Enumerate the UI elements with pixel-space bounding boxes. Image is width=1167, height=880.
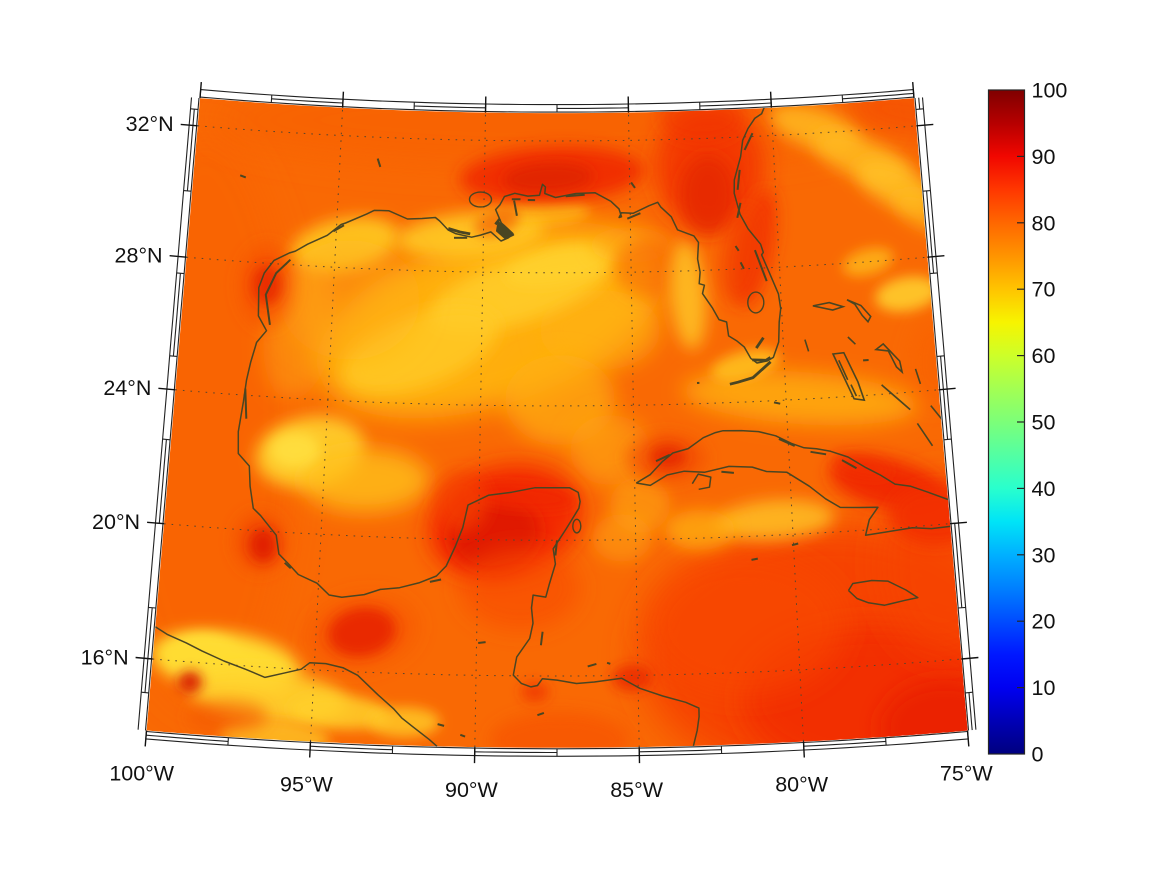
svg-text:20: 20 (1032, 610, 1056, 634)
svg-text:70: 70 (1032, 278, 1056, 302)
svg-text:90°W: 90°W (445, 778, 499, 802)
svg-text:0: 0 (1032, 743, 1044, 767)
svg-text:75°W: 75°W (940, 761, 994, 785)
svg-text:85°W: 85°W (610, 778, 664, 802)
svg-text:60: 60 (1032, 344, 1056, 368)
svg-text:40: 40 (1032, 477, 1056, 501)
svg-text:100°W: 100°W (109, 761, 174, 785)
svg-text:100: 100 (1032, 79, 1068, 103)
svg-text:32°N: 32°N (126, 112, 174, 136)
svg-text:80: 80 (1032, 211, 1056, 235)
svg-text:30: 30 (1032, 543, 1056, 567)
svg-text:16°N: 16°N (81, 645, 129, 669)
svg-text:80°W: 80°W (775, 773, 829, 797)
svg-text:50: 50 (1032, 411, 1056, 435)
svg-text:95°W: 95°W (280, 773, 334, 797)
svg-text:10: 10 (1032, 676, 1056, 700)
svg-text:20°N: 20°N (92, 510, 140, 534)
svg-text:24°N: 24°N (103, 376, 151, 400)
svg-text:90: 90 (1032, 145, 1056, 169)
svg-text:28°N: 28°N (115, 244, 163, 268)
